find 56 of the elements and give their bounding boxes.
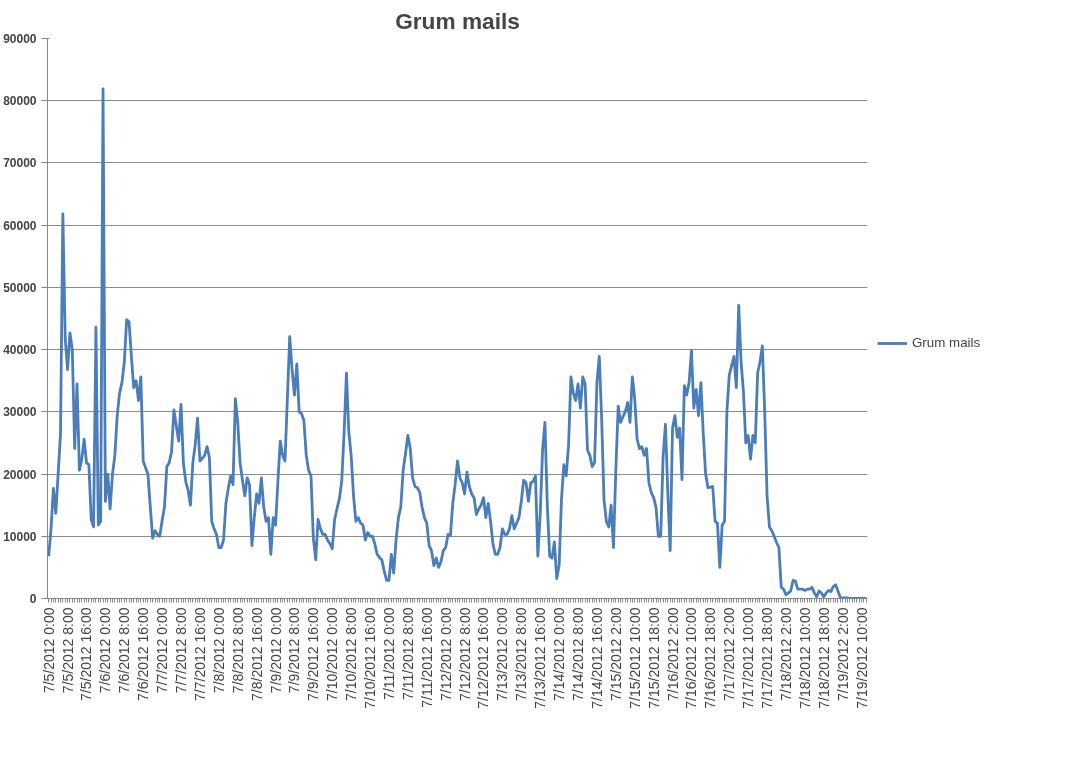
x-tick-label: 7/14/2012 16:00 — [588, 607, 605, 709]
x-tick-label: 7/17/2012 10:00 — [740, 607, 757, 709]
x-tick-label: 7/8/2012 16:00 — [248, 607, 265, 701]
x-tick-label: 7/11/2012 0:00 — [380, 607, 397, 700]
x-tick-label: 7/5/2012 8:00 — [59, 607, 76, 694]
x-tick-label: 7/10/2012 16:00 — [362, 607, 379, 709]
x-tick-label: 7/7/2012 16:00 — [191, 607, 208, 701]
x-tick-label: 7/15/2012 10:00 — [626, 607, 643, 709]
y-tick-label: 30000 — [3, 405, 37, 420]
x-tick-label: 7/13/2012 8:00 — [513, 607, 530, 701]
x-tick-label: 7/12/2012 0:00 — [437, 607, 454, 701]
x-tick-label: 7/16/2012 18:00 — [702, 607, 719, 709]
x-tick-label: 7/19/2012 10:00 — [853, 607, 870, 709]
x-tick-label: 7/11/2012 8:00 — [399, 607, 416, 700]
y-tick-label: 0 — [29, 592, 37, 606]
y-tick-label: 50000 — [3, 280, 37, 295]
x-tick-label: 7/9/2012 16:00 — [305, 607, 322, 701]
x-tick-label: 7/17/2012 2:00 — [721, 607, 738, 701]
y-tick-label: 70000 — [3, 156, 37, 171]
x-tick-label: 7/5/2012 0:00 — [40, 607, 57, 694]
x-tick-label: 7/6/2012 16:00 — [135, 607, 152, 701]
x-tick-label: 7/7/2012 0:00 — [154, 607, 171, 694]
x-tick-label: 7/8/2012 0:00 — [210, 607, 227, 694]
x-tick-label: 7/15/2012 18:00 — [645, 607, 662, 709]
x-tick-label: 7/12/2012 16:00 — [475, 607, 492, 709]
chart-title: Grum mails — [395, 7, 520, 34]
x-tick-label: 7/16/2012 2:00 — [664, 607, 681, 701]
x-tick-label: 7/19/2012 2:00 — [834, 607, 851, 701]
y-tick-label: 90000 — [3, 32, 37, 46]
x-tick-label: 7/17/2012 18:00 — [759, 607, 776, 709]
x-tick-label: 7/7/2012 8:00 — [173, 607, 190, 694]
x-tick-label: 7/9/2012 0:00 — [267, 607, 284, 694]
x-tick-label: 7/5/2012 16:00 — [78, 607, 95, 701]
y-tick-label: 20000 — [3, 467, 37, 482]
x-tick-label: 7/13/2012 0:00 — [494, 607, 511, 701]
x-tick-label: 7/18/2012 18:00 — [815, 607, 832, 709]
x-tick-label: 7/18/2012 10:00 — [796, 607, 813, 709]
x-tick-label: 7/9/2012 8:00 — [286, 607, 303, 694]
x-tick-label: 7/14/2012 8:00 — [570, 607, 587, 701]
x-tick-label: 7/6/2012 8:00 — [116, 607, 133, 694]
y-tick-label: 60000 — [3, 218, 37, 233]
x-tick-label: 7/10/2012 8:00 — [343, 607, 360, 701]
x-tick-label: 7/8/2012 8:00 — [229, 607, 246, 694]
y-tick-label: 10000 — [3, 529, 37, 544]
x-tick-label: 7/12/2012 8:00 — [456, 607, 473, 701]
x-tick-label: 7/15/2012 2:00 — [607, 607, 624, 701]
y-tick-label: 40000 — [3, 343, 37, 358]
x-tick-label: 7/10/2012 0:00 — [324, 607, 341, 701]
legend-label: Grum mails — [912, 335, 981, 350]
x-tick-label: 7/16/2012 10:00 — [683, 607, 700, 709]
x-tick-label: 7/11/2012 16:00 — [418, 607, 435, 708]
y-tick-label: 80000 — [3, 94, 37, 109]
x-tick-label: 7/6/2012 0:00 — [97, 607, 114, 694]
x-tick-label: 7/18/2012 2:00 — [777, 607, 794, 701]
x-tick-label: 7/13/2012 16:00 — [532, 607, 549, 709]
x-tick-label: 7/14/2012 0:00 — [551, 607, 568, 701]
